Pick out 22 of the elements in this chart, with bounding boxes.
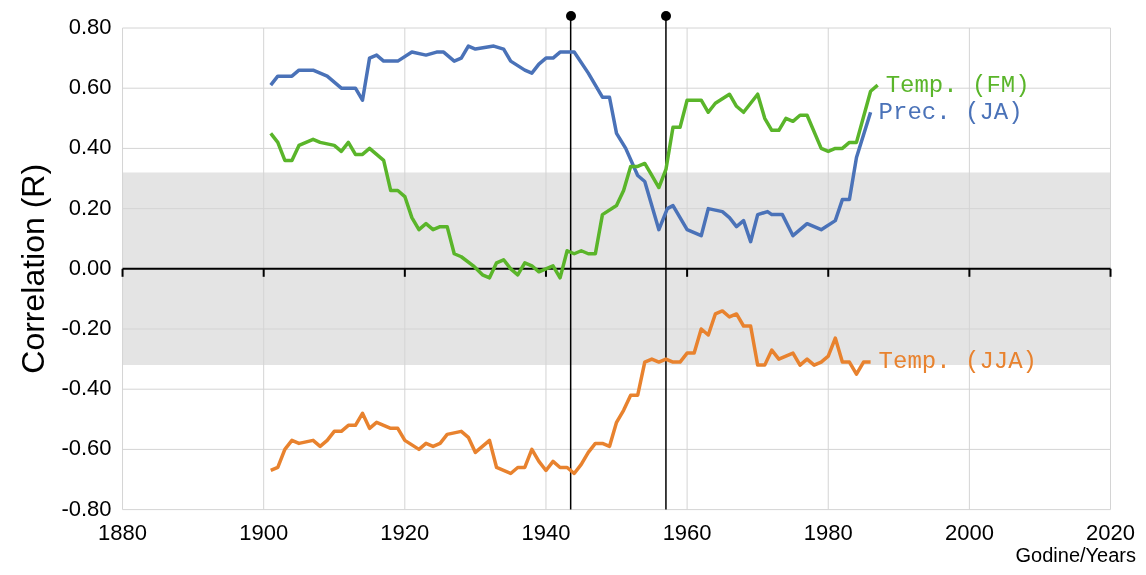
series-label: Temp. (JJA) [878, 348, 1038, 376]
y-tick-label: 0.80 [68, 14, 112, 40]
series-label: Temp. (FM) [885, 71, 1030, 99]
y-tick-label: -0.80 [61, 495, 112, 521]
y-axis-title: Correlation (R) [15, 163, 52, 374]
y-tick-label: 0.00 [68, 254, 112, 280]
y-tick-label: 0.40 [68, 134, 112, 160]
x-tick-label: 1920 [380, 519, 430, 545]
x-tick-label: 1960 [662, 519, 712, 545]
x-tick-label: 1980 [803, 519, 853, 545]
x-tick-label: 1900 [239, 519, 289, 545]
y-tick-label: -0.40 [61, 375, 112, 401]
y-tick-label: 0.20 [68, 194, 112, 220]
x-tick-label: 2000 [944, 519, 994, 545]
x-tick-label: 1940 [521, 519, 571, 545]
y-tick-label: 0.60 [68, 74, 112, 100]
y-tick-label: -0.20 [61, 315, 112, 341]
x-tick-label: 1880 [98, 519, 148, 545]
series-label: Prec. (JA) [878, 98, 1023, 126]
x-tick-label: 2020 [1086, 519, 1136, 545]
x-axis-title: Godine/Years [1015, 543, 1136, 566]
y-tick-label: -0.60 [61, 435, 112, 461]
